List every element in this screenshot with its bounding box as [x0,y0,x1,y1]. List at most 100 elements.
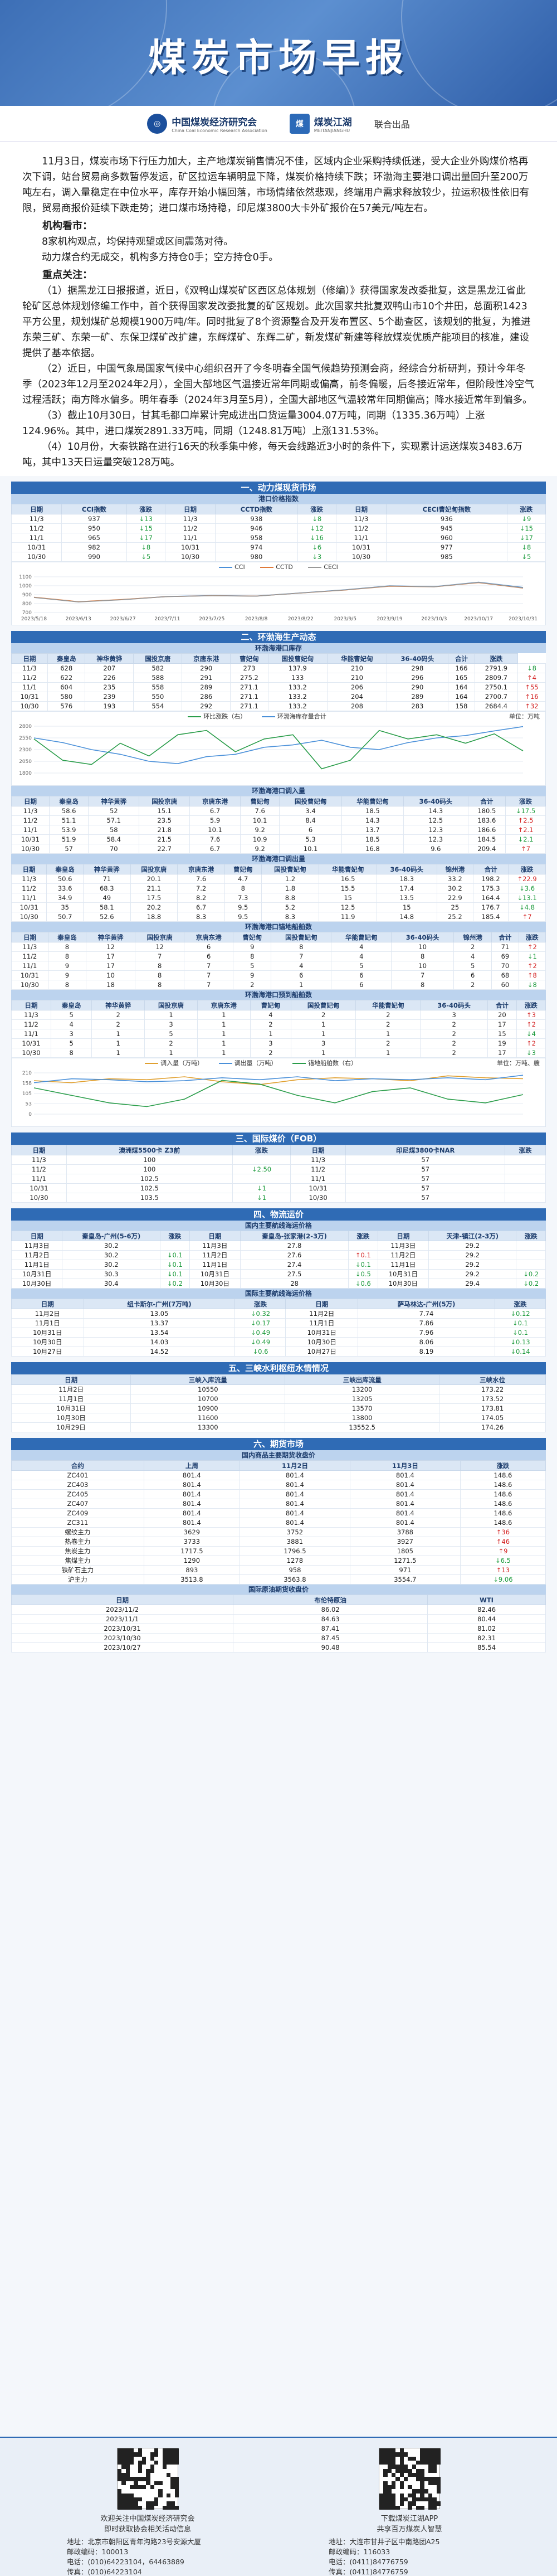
column-header: 日期 [11,1231,63,1241]
column-header: 曹妃甸 [250,1000,292,1010]
table-cell: 2 [91,1010,145,1020]
page-title: 煤炭市场早报 [148,36,409,80]
qr-module [420,2489,424,2494]
column-header: 上周 [143,1460,240,1471]
table-cell: 291 [182,673,231,683]
legend-item: 调出量（万吨） [218,1058,277,1068]
table-cell: 273 [230,663,268,673]
subsection-title: 环渤海港口库存 [11,643,546,653]
qr-module [404,2452,408,2457]
table-cell: 7 [184,961,234,971]
table-cell: 80.44 [427,1614,546,1624]
table-cell: ↑46 [460,1537,546,1547]
table-cell: 3 [50,1029,92,1039]
table-cell: 10 [391,942,455,952]
column-header: CCTD指数 [215,504,298,514]
table-cell: ↓0.2 [516,1279,546,1289]
table-cell: 30.2 [62,1241,161,1251]
column-header: 纽卡斯尔-广州(7万吨) [83,1299,236,1309]
qr-module [404,2465,408,2469]
table-cell: 801.4 [143,1518,240,1528]
column-header: 国投曹妃甸 [267,653,328,664]
qr-module [174,2452,179,2457]
table-cell: 57 [345,1155,506,1165]
table-cell: 1805 [349,1546,461,1556]
qr-module [387,2501,392,2506]
table-cell: 3 [291,1038,356,1048]
qr-module [395,2452,400,2457]
table-cell: 2 [233,980,272,990]
table-cell: 35 [46,902,84,912]
table-row: 11/3 8 12 12 6 9 8 4 10 2 71 ↑2 [11,942,546,952]
table-cell: 30.2 [62,1250,161,1260]
table-cell: 14.3 [341,815,404,825]
table-cell: 58.6 [48,806,89,816]
column-header: 国投京唐 [139,796,190,806]
table-cell: 10/31 [11,1038,51,1048]
table-cell: 11/2 [335,523,387,533]
table-cell: 70 [491,961,519,971]
table-cell: 1 [250,1029,292,1039]
table-cell: 2 [420,1048,488,1058]
table-row: 11/1 9 17 8 7 5 4 5 10 5 70 ↑2 [11,961,546,971]
table-cell: 铁矿石主力 [11,1565,144,1575]
table-cell: ↑22.9 [508,874,546,884]
key-news-heading: 重点关注： [42,269,92,281]
qr-module [436,2485,441,2490]
table-cell: ↓0.12 [494,1309,546,1319]
qr-module [162,2448,167,2453]
qr-module [428,2493,433,2497]
domestic-futures-table: 合约 上周 11月2日 11月3日 涨跌 ZC401 801.4 801.4 801.4 148… [11,1460,546,1585]
qr-module [420,2473,424,2477]
column-header: 三峡水位 [439,1374,546,1385]
table-cell: 183.6 [467,815,506,825]
qr-module [142,2461,146,2465]
table-cell: ↑2 [518,961,546,971]
qr-module [428,2456,433,2461]
table-cell: 11/3 [164,514,216,524]
table-cell: 2023/11/2 [11,1605,234,1615]
table-cell: 5 [233,961,272,971]
table-row: 11/1 965 ↓17 11/1 958 ↓16 11/1 960 ↓17 [11,533,546,543]
qr-module [134,2477,138,2481]
table-cell: 165 [448,673,475,683]
column-header: 日期 [11,796,50,806]
qr-module [416,2473,421,2477]
table-cell: 7 [391,970,455,980]
qr-module [399,2448,404,2453]
table-cell: 11/3 [11,1010,51,1020]
price-index-chart: CCI CCTD CECI 1100 1000 900 800 700 2023/5/18… [11,562,546,625]
table-cell: 8 [233,951,272,961]
column-header: 日期 [377,1231,429,1241]
table-cell: 290 [182,663,231,673]
section-title: 六、期货市场 [11,1438,546,1450]
table-cell: 50.6 [46,874,84,884]
qr-module [154,2497,159,2502]
series-line [33,1080,524,1107]
qr-module [399,2456,404,2461]
ccera-qr-code[interactable] [117,2448,179,2510]
section-title: 四、物流运价 [11,1208,546,1221]
news-item-1: （1）据黑龙江日报报道，近日，《双鸭山煤炭矿区西区总体规划（修编）》获得国家发改… [22,285,531,359]
table-cell: 550 [133,692,183,702]
table-cell: 1 [355,1029,421,1039]
table-cell: 289 [182,682,231,692]
app-qr-code[interactable] [379,2448,441,2510]
column-header: 涨跌 [232,1145,291,1155]
table-cell: 1 [197,1038,251,1048]
qr-module [134,2481,138,2485]
table-cell: ↓4 [516,1029,546,1039]
qr-module [392,2473,396,2477]
news-item-2: （2）近日，中国气象局国家气候中心组织召开了今冬明春全国气候趋势预测会商，经综合… [22,363,534,406]
table-row: 2023/10/31 87.41 81.02 [11,1624,546,1634]
table-cell: 18 [86,980,136,990]
table-cell: 290 [386,682,449,692]
column-header: 11月3日 [349,1460,461,1471]
qr-module [118,2461,122,2465]
table-cell: 801.4 [239,1470,350,1480]
table-cell: 893 [143,1565,240,1575]
qr-module [125,2456,130,2461]
qr-module [146,2481,150,2485]
table-cell: 9.2 [240,825,280,835]
table-cell: 11/2 [164,523,216,533]
